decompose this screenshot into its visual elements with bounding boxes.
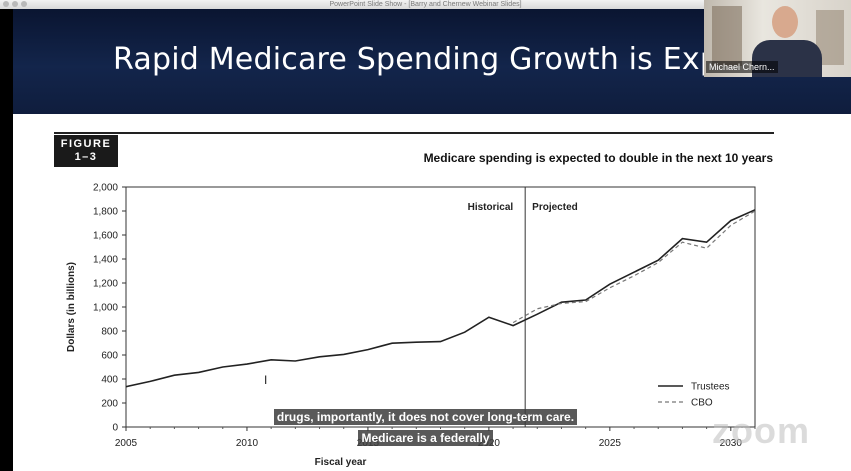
series-line-cbo [512,210,756,324]
x-tick-label: 2030 [720,438,743,449]
slide: Rapid Medicare Spending Growth is Expe F… [13,9,851,471]
plot-frame [125,186,756,428]
figure-headline: Medicare spending is expected to double … [423,151,773,165]
medicare-spending-chart: Historical Projected 0 200 400 600 800 1,000 1,… [66,183,756,468]
series-line-trustees [125,209,756,388]
y-tick-label: 800 [101,327,118,338]
y-tick-label: 400 [101,375,118,386]
y-tick-label: 600 [101,351,118,362]
window-controls[interactable] [3,1,30,9]
window-titlebar: PowerPoint Slide Show - [Barry and Chern… [0,0,851,9]
y-tick-label: 200 [101,399,118,410]
x-tick-label: 2020 [478,438,501,449]
x-tick-label: 2010 [236,438,259,449]
participant-name: Michael Chern... [706,61,778,73]
y-tick-label: 2,000 [93,183,118,194]
x-tick-label: 2005 [115,438,138,449]
y-tick-label: 0 [112,423,118,434]
chart-ticks: 0 200 400 600 800 1,000 1,200 1,400 1,600 1,800 2,… [66,183,756,468]
x-axis-label: Fiscal year [315,457,367,468]
figure-badge: FIGURE 1–3 [54,135,118,167]
zoom-watermark: zoom [712,410,810,451]
participant-avatar [772,6,798,38]
figure-rule [54,132,774,134]
figure-badge-line2: 1–3 [74,151,98,163]
legend-label-trustees: Trustees [691,382,730,393]
x-tick-label: 2025 [599,438,622,449]
y-tick-label: 1,000 [93,303,118,314]
slide-title: Rapid Medicare Spending Growth is Expe [113,42,738,77]
region-label-historical: Historical [468,202,514,213]
participant-video-tile[interactable]: Michael Chern... [704,0,851,77]
region-label-projected: Projected [532,202,578,213]
y-tick-label: 1,600 [93,231,118,242]
figure-badge-line1: FIGURE [60,138,112,150]
chart-legend: Trustees CBO [658,382,730,409]
y-tick-label: 1,800 [93,207,118,218]
chart-axes: Historical Projected [125,186,756,428]
chart-series [125,209,756,388]
bookshelf [712,6,742,66]
y-tick-label: 1,200 [93,279,118,290]
legend-label-cbo: CBO [691,398,713,409]
x-tick-label: 2015 [357,438,380,449]
y-tick-label: 1,400 [93,255,118,266]
window-title: PowerPoint Slide Show - [Barry and Chern… [329,1,522,8]
text-cursor-icon: I [264,373,268,387]
y-axis-label: Dollars (in billions) [66,262,77,352]
